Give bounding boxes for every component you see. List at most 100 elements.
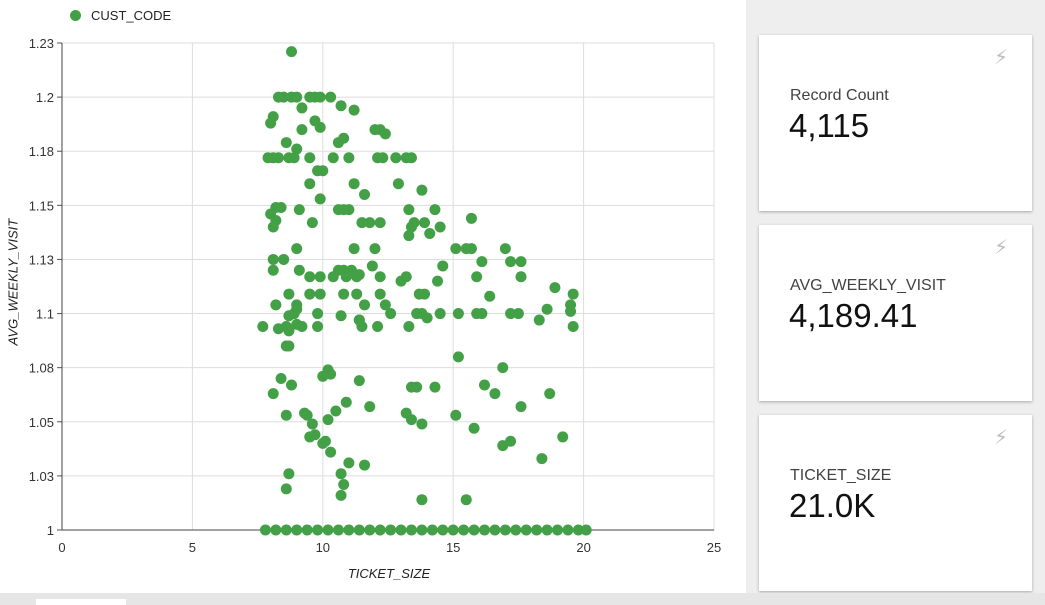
data-point[interactable] [364,401,376,413]
data-point[interactable] [452,308,464,320]
data-point[interactable] [343,524,355,536]
data-point[interactable] [471,308,483,320]
data-point[interactable] [405,221,417,233]
data-point[interactable] [544,388,556,400]
data-point[interactable] [533,314,545,326]
data-point[interactable] [465,212,477,224]
data-point[interactable] [416,418,428,430]
data-point[interactable] [458,524,470,536]
data-point[interactable] [572,524,584,536]
data-point[interactable] [306,217,318,229]
data-point[interactable] [416,494,428,506]
data-point[interactable] [332,204,344,216]
data-point[interactable] [403,230,415,242]
data-point[interactable] [278,91,290,103]
data-point[interactable] [478,379,490,391]
data-point[interactable] [369,243,381,255]
data-point[interactable] [364,524,376,536]
data-point[interactable] [416,184,428,196]
scorecard-record-count[interactable]: ⚡︎ Record Count 4,115 [759,35,1032,211]
data-point[interactable] [283,340,295,352]
data-point[interactable] [291,524,303,536]
data-point[interactable] [291,91,303,103]
data-point[interactable] [476,256,488,268]
data-point[interactable] [322,414,334,426]
data-point[interactable] [304,152,316,164]
data-point[interactable] [505,308,517,320]
data-point[interactable] [267,253,279,265]
data-point[interactable] [580,524,592,536]
data-point[interactable] [437,524,449,536]
data-point[interactable] [484,290,496,302]
data-point[interactable] [312,524,324,536]
data-point[interactable] [450,409,462,421]
data-point[interactable] [465,243,477,255]
data-point[interactable] [270,299,282,311]
data-point[interactable] [468,524,480,536]
data-point[interactable] [257,321,269,333]
data-point[interactable] [497,362,509,374]
data-point[interactable] [416,524,428,536]
data-point[interactable] [312,165,324,177]
data-point[interactable] [301,409,313,421]
data-point[interactable] [468,422,480,434]
data-point[interactable] [437,260,449,272]
data-point[interactable] [270,524,282,536]
data-point[interactable] [374,217,386,229]
data-point[interactable] [304,178,316,190]
data-point[interactable] [283,325,295,337]
data-point[interactable] [549,282,561,294]
data-point[interactable] [353,524,365,536]
data-point[interactable] [348,104,360,116]
data-point[interactable] [505,256,517,268]
data-point[interactable] [314,288,326,300]
data-point[interactable] [353,375,365,387]
data-point[interactable] [447,524,459,536]
data-point[interactable] [499,243,511,255]
data-point[interactable] [426,524,438,536]
page-tab[interactable] [36,599,126,605]
data-point[interactable] [541,524,553,536]
data-point[interactable] [272,152,284,164]
data-point[interactable] [293,204,305,216]
data-point[interactable] [267,264,279,276]
data-point[interactable] [403,204,415,216]
data-point[interactable] [567,288,579,300]
data-point[interactable] [565,305,577,317]
data-point[interactable] [283,468,295,480]
data-point[interactable] [419,217,431,229]
data-point[interactable] [520,524,532,536]
data-point[interactable] [562,524,574,536]
data-point[interactable] [338,288,350,300]
data-point[interactable] [478,524,490,536]
data-point[interactable] [304,271,316,283]
data-point[interactable] [374,288,386,300]
data-point[interactable] [348,243,360,255]
data-point[interactable] [332,524,344,536]
data-point[interactable] [434,221,446,233]
data-point[interactable] [280,137,292,149]
data-point[interactable] [411,381,423,393]
data-point[interactable] [471,271,483,283]
data-point[interactable] [351,288,363,300]
data-point[interactable] [452,351,464,363]
data-point[interactable] [356,217,368,229]
data-point[interactable] [280,524,292,536]
data-point[interactable] [325,446,337,458]
data-point[interactable] [429,381,441,393]
data-point[interactable] [340,396,352,408]
data-point[interactable] [351,271,363,283]
data-point[interactable] [291,143,303,155]
data-point[interactable] [390,152,402,164]
data-point[interactable] [335,489,347,501]
data-point[interactable] [332,137,344,149]
data-point[interactable] [512,308,524,320]
data-point[interactable] [278,253,290,265]
data-point[interactable] [379,128,391,140]
data-point[interactable] [312,308,324,320]
data-point[interactable] [405,524,417,536]
data-point[interactable] [293,264,305,276]
data-point[interactable] [296,321,308,333]
data-point[interactable] [343,457,355,469]
data-point[interactable] [557,431,569,443]
